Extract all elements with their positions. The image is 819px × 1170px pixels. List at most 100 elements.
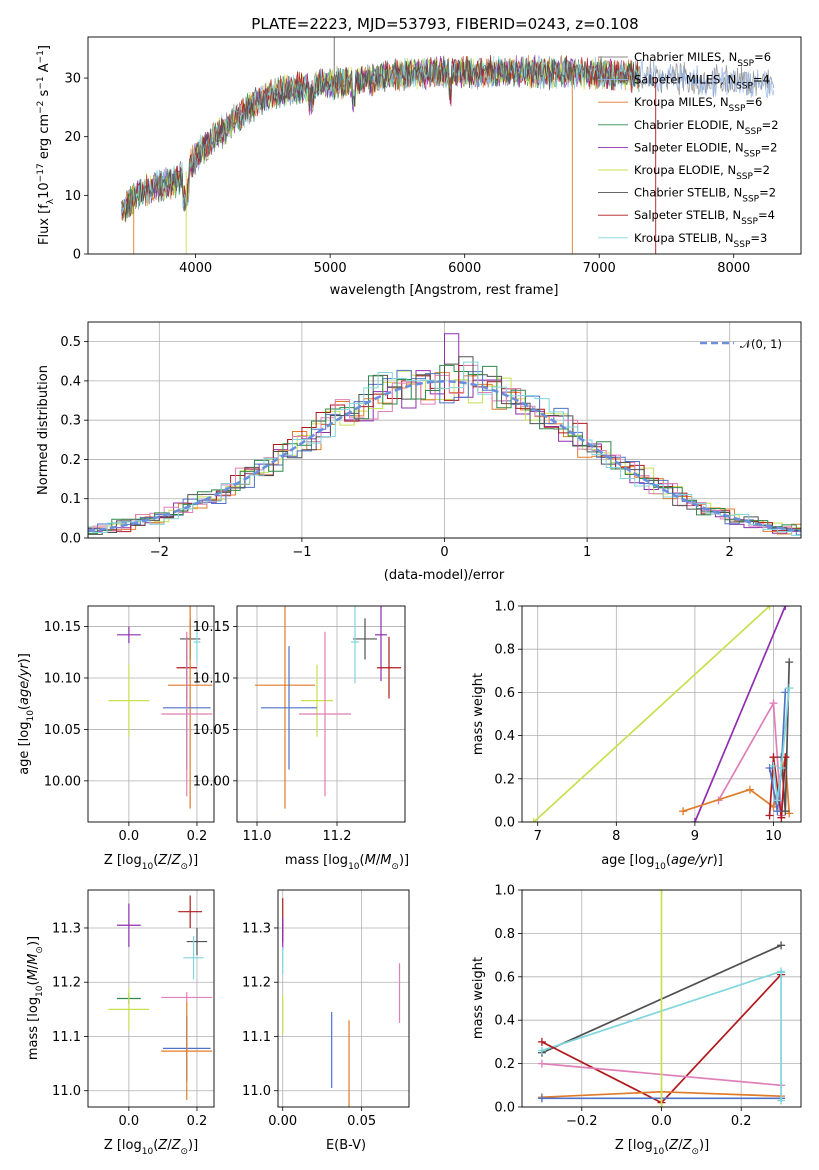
y-axis-label-part: −1	[36, 76, 46, 89]
y-axis-label-part: )]	[26, 936, 41, 946]
y-axis-label-part: /	[26, 964, 41, 969]
x-tick-label: 0.00	[268, 1114, 297, 1129]
y-tick-label: 0	[73, 248, 81, 263]
y-axis-label-part: erg cm	[37, 114, 52, 163]
axes-frame	[277, 889, 410, 1108]
x-tick-label: 1	[583, 545, 591, 560]
plot-area	[529, 606, 794, 822]
y-axis-label-part: M	[26, 969, 41, 980]
x-axis-label-part: Z	[157, 1138, 168, 1153]
plus-marker	[679, 807, 688, 816]
y-axis-label-part: mass [log	[26, 997, 41, 1060]
x-axis-label-part: Z [log	[104, 853, 142, 868]
legend-label-part: =4	[753, 73, 770, 87]
legend-label: 𝒩(0, 1)	[740, 337, 782, 351]
y-tick-label: 0.4	[60, 374, 81, 389]
y-axis-label: Normed distribution	[36, 365, 51, 495]
x-tick-label: −2	[150, 545, 169, 560]
x-axis-label-part: Z	[668, 1138, 679, 1153]
x-axis-label: E(B-V)	[326, 1138, 366, 1153]
x-axis-label-part: Z	[171, 853, 182, 868]
x-axis-label: (data-model)/error	[384, 568, 505, 583]
x-tick-label: 0.0	[651, 1114, 672, 1129]
y-axis-label-part: λ	[46, 198, 56, 204]
y-axis-label-part: (	[17, 705, 32, 710]
x-axis-label-part: 10	[142, 862, 154, 872]
plus-marker	[657, 1103, 666, 1107]
x-tick-label: 7	[534, 829, 542, 844]
axes-residual-histogram: −2 −1 0 1 2 0.0 0.1 0.2 0.3 0.4 0.5 𝒩(0, 1) (data-mo…	[36, 321, 802, 583]
plus-marker	[781, 606, 790, 610]
legend-label-part: SSP	[744, 149, 761, 159]
legend-label-part: SSP	[745, 127, 762, 137]
x-tick-label: 8	[612, 829, 620, 844]
y-tick-label: 0.0	[494, 1101, 515, 1116]
plus-marker	[537, 1046, 546, 1055]
plus-marker	[765, 606, 774, 610]
plus-marker	[537, 1059, 546, 1068]
x-axis-label-part: Z	[157, 853, 168, 868]
x-tick-label: −0.2	[566, 1114, 598, 1129]
y-axis-label-part: −1	[36, 50, 46, 63]
weight-line	[533, 606, 771, 822]
plus-marker	[690, 818, 699, 822]
x-axis-label-part: ⊙	[180, 862, 188, 872]
plus-marker	[537, 1094, 546, 1103]
axes-mass-vs-ebv: 0.00 0.05 11.0 11.1 11.2 11.3 E(B-V)	[242, 889, 410, 1153]
y-tick-label: 0.0	[60, 532, 81, 547]
legend-label-part: Salpeter MILES, N	[634, 73, 736, 87]
x-tick-label: 7000	[583, 261, 616, 276]
y-tick-label: 0.4	[494, 729, 515, 744]
x-axis-label-part: ⊙	[180, 1147, 188, 1157]
legend-label: Salpeter ELODIE, NSSP=2	[634, 140, 777, 159]
y-tick-label: 0.4	[494, 1014, 515, 1029]
y-axis-label: mass weight	[471, 957, 486, 1039]
y-axis-label-part: ]	[37, 45, 52, 50]
legend-label-part: =6	[745, 95, 762, 109]
legend-label-part: =3	[750, 231, 767, 245]
axes-frame	[87, 321, 802, 539]
plus-marker	[657, 890, 666, 894]
x-axis-label-part: (	[153, 853, 158, 868]
y-axis-label: Flux [fλ10−17 erg cm−2 s−1 A−1]	[36, 45, 56, 245]
x-axis-label-part: Z [log	[104, 1138, 142, 1153]
y-axis-label-part: age [log	[17, 722, 32, 775]
plus-marker	[785, 658, 794, 667]
x-axis-label-part: 10	[348, 862, 360, 872]
y-tick-label: 10.05	[44, 723, 81, 738]
x-axis-label: mass [log10(M/M⊙)]	[285, 853, 409, 872]
x-axis-label-part: age [log	[601, 853, 654, 868]
x-tick-label: 11.0	[243, 829, 272, 844]
y-tick-label: 0.5	[60, 335, 81, 350]
axes-spectrum: 4000 5000 6000 7000 8000 0 10 20 30 Chabrier MILE…	[36, 36, 802, 298]
x-axis-label-part: mass [log	[285, 853, 348, 868]
plus-marker	[777, 968, 786, 977]
legend-label: Chabrier ELODIE, NSSP=2	[634, 118, 779, 137]
x-axis-label-part: M	[365, 853, 376, 868]
x-tick-label: 0.2	[187, 829, 208, 844]
x-axis-label-part: )]	[188, 853, 198, 868]
x-axis-label-part: (	[666, 853, 671, 868]
y-tick-label: 11.2	[242, 976, 271, 991]
y-tick-label: 11.3	[52, 921, 81, 936]
legend-label-part: Salpeter ELODIE, N	[634, 140, 744, 154]
plot-area	[282, 898, 401, 1107]
x-tick-label: 11.2	[323, 829, 352, 844]
y-tick-label: 0.6	[494, 970, 515, 985]
x-tick-label: 0.0	[119, 1114, 140, 1129]
x-axis-label-part: /	[678, 1138, 683, 1153]
y-tick-label: 10.00	[193, 774, 230, 789]
y-tick-label: 10.10	[44, 672, 81, 687]
plot-area	[255, 606, 401, 809]
y-axis-label-part: 10	[35, 985, 45, 997]
y-tick-label: 0.3	[60, 414, 81, 429]
x-axis-label-part: )]	[699, 1138, 709, 1153]
plot-area	[121, 37, 775, 254]
y-axis-label: mass [log10(M/M⊙)]	[26, 936, 45, 1060]
x-axis-label-part: /	[167, 853, 172, 868]
plot-area	[108, 606, 213, 809]
y-tick-label: 0.2	[494, 772, 515, 787]
axes-frame	[87, 889, 215, 1108]
